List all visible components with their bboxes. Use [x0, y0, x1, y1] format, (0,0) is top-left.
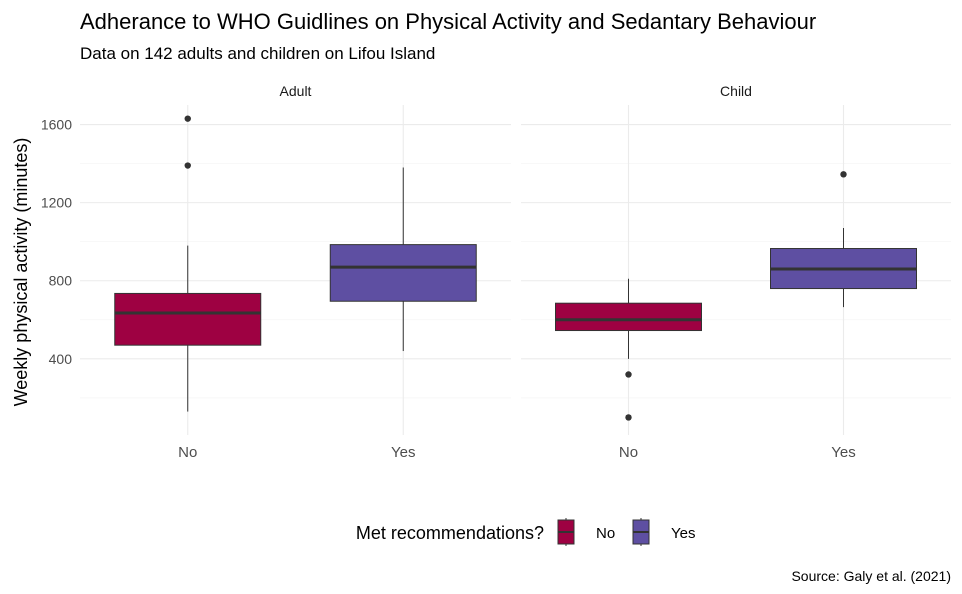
chart-caption: Source: Galy et al. (2021) — [791, 568, 951, 584]
x-tick-label: No — [178, 444, 197, 461]
box-body — [329, 244, 477, 302]
chart-title: Adherance to WHO Guidlines on Physical A… — [80, 9, 816, 34]
x-tick-label: Yes — [391, 444, 415, 461]
legend: Met recommendations? No Yes — [356, 518, 695, 546]
x-tick-label: Yes — [831, 444, 855, 461]
facet-strip-label: Adult — [280, 83, 312, 99]
facet-panel-adult: Adult No Yes — [80, 83, 511, 461]
legend-item-yes: Yes — [632, 518, 695, 546]
legend-label: No — [596, 525, 615, 542]
outlier-point — [184, 115, 191, 122]
y-tick-label: 400 — [49, 351, 73, 367]
box-adult-yes — [329, 167, 477, 352]
facet-panel-child: Child No Yes — [521, 83, 951, 461]
y-tick-label: 1600 — [41, 117, 72, 133]
outlier-point — [840, 171, 847, 178]
y-axis-label: Weekly physical activity (minutes) — [11, 138, 31, 407]
box-body — [114, 292, 262, 346]
box-child-yes — [770, 171, 917, 308]
y-tick-label: 1200 — [41, 195, 72, 211]
legend-items: No Yes — [557, 518, 695, 546]
outlier-point — [625, 371, 632, 378]
legend-item-no: No — [557, 518, 615, 546]
outlier-point — [184, 162, 191, 169]
legend-label: Yes — [671, 525, 695, 542]
x-tick-label: No — [619, 444, 638, 461]
box-body — [555, 302, 702, 332]
outlier-point — [625, 414, 632, 421]
box-adult-no — [114, 115, 262, 412]
box-child-no — [555, 278, 702, 421]
facet-panels: Adult No Yes Child No Yes — [80, 83, 951, 461]
legend-title: Met recommendations? — [356, 523, 544, 543]
facet-strip-label: Child — [720, 83, 752, 99]
y-axis: 400 800 1200 1600 — [41, 117, 72, 367]
y-tick-label: 800 — [49, 273, 73, 289]
chart-subtitle: Data on 142 adults and children on Lifou… — [80, 44, 435, 63]
